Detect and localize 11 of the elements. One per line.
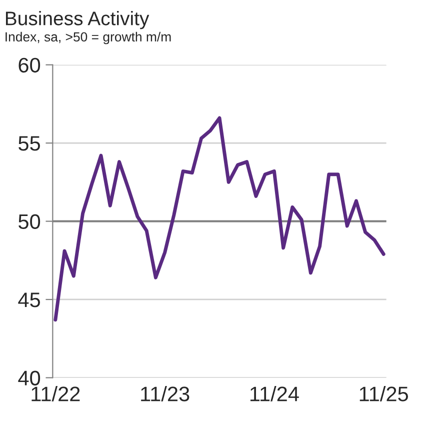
chart-subtitle: Index, sa, >50 = growth m/m bbox=[6, 32, 171, 44]
y-tick-label: 55 bbox=[18, 136, 40, 151]
y-tick-label: 60 bbox=[18, 58, 40, 73]
x-tick-label: 11/23 bbox=[141, 386, 190, 402]
y-tick-label: 50 bbox=[18, 214, 40, 230]
y-tick-label: 40 bbox=[18, 370, 40, 386]
chart-title: Business Activity bbox=[6, 11, 150, 30]
x-tick-label: 11/25 bbox=[360, 386, 408, 402]
y-tick-label: 45 bbox=[18, 292, 40, 308]
x-tick-label: 11/24 bbox=[250, 386, 299, 402]
x-tick-label: 11/22 bbox=[32, 386, 80, 402]
